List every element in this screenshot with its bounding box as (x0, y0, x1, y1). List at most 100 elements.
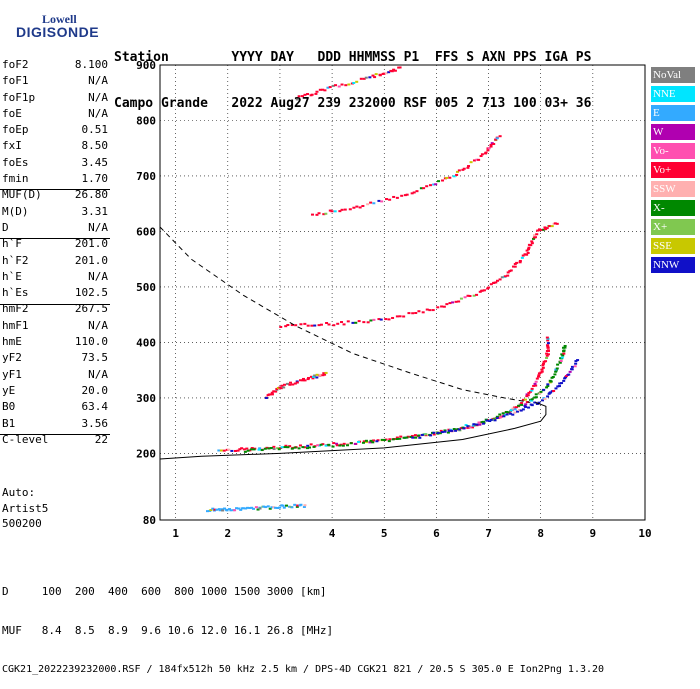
trace-mark (526, 394, 530, 397)
trace-mark (475, 293, 479, 296)
trace-mark (306, 378, 310, 381)
trace-mark (366, 321, 370, 324)
trace-mark (288, 505, 292, 508)
trace-mark (548, 225, 552, 228)
trace-mark (229, 509, 233, 512)
trace-mark (570, 365, 574, 368)
trace-mark (528, 390, 532, 393)
param-value: 0.51 (81, 123, 109, 137)
trace-mark (395, 436, 399, 439)
legend-item: W (651, 124, 695, 140)
param-row: hmE 110.0 (0, 335, 110, 351)
trace-mark (422, 187, 426, 190)
trace-mark (492, 281, 496, 284)
trace-mark (295, 381, 299, 384)
trace-mark (527, 391, 531, 394)
trace-mark (301, 377, 305, 380)
trace-mark (352, 81, 356, 84)
trace-mark (319, 443, 323, 446)
trace-mark (285, 504, 289, 507)
trace-mark (398, 66, 402, 69)
auto-line1: Auto: (2, 486, 36, 499)
trace-mark (346, 444, 350, 447)
trace-mark (559, 357, 563, 360)
trace-mark (535, 402, 539, 405)
trace-mark (466, 294, 470, 297)
trace-mark (321, 443, 325, 446)
param-row: h`F 201.0 (0, 237, 110, 253)
trace-mark (308, 446, 312, 449)
trace-mark (562, 349, 566, 352)
x-tick-label: 5 (381, 527, 388, 540)
trace-mark (240, 447, 244, 450)
param-value: 73.5 (81, 351, 109, 365)
trace-mark (519, 409, 523, 412)
trace-mark (244, 507, 248, 510)
trace-mark (548, 379, 552, 382)
trace-mark (477, 158, 481, 161)
trace-mark (250, 447, 254, 450)
trace-mark (335, 442, 339, 445)
trace-mark (296, 504, 300, 507)
trace-mark (559, 360, 563, 363)
trace-mark (342, 442, 346, 445)
trace-mark (545, 227, 549, 230)
trace-mark (546, 383, 550, 386)
logo-line2: DIGISONDE (16, 24, 100, 40)
trace-mark (270, 391, 274, 394)
x-tick-label: 2 (224, 527, 231, 540)
param-row: D N/A (0, 221, 110, 237)
trace-mark (498, 278, 502, 281)
trace-mark (399, 435, 403, 438)
legend-item: NNE (651, 86, 695, 102)
trace-mark (518, 261, 522, 264)
trace-mark (413, 434, 417, 437)
trace-mark (546, 337, 550, 340)
trace-mark (540, 399, 544, 402)
trace-mark (283, 383, 287, 386)
trace-mark (533, 396, 537, 399)
param-label: foEs (2, 155, 29, 169)
trace-mark (505, 413, 509, 416)
trace-mark (388, 438, 392, 441)
trace-mark (243, 450, 247, 453)
trace-mark (338, 210, 342, 213)
trace-mark (537, 374, 541, 377)
trace-mark (555, 367, 559, 370)
trace-mark (540, 228, 544, 231)
trace-mark (475, 158, 479, 161)
trace-mark (219, 449, 223, 452)
param-label: foE (2, 106, 22, 120)
trace-mark (330, 210, 334, 213)
trace-mark (285, 382, 289, 385)
parameter-panel: foF2 8.100 foF1 N/A foF1p N/A foE N/A foEp 0.51 fx… (0, 58, 110, 449)
trace-mark (564, 375, 568, 378)
param-label: MUF(D) (2, 188, 42, 202)
trace-mark (546, 349, 550, 352)
trace-mark (362, 77, 366, 80)
trace-mark (252, 448, 256, 451)
param-value: 22 (94, 432, 108, 446)
trace-mark (443, 429, 447, 432)
trace-mark (414, 436, 418, 439)
trace-mark (529, 244, 533, 247)
trace-mark (236, 507, 240, 510)
trace-mark (315, 373, 319, 376)
trace-mark (235, 507, 239, 510)
trace-mark (446, 431, 450, 434)
param-row: foF1 N/A (0, 74, 110, 90)
trace-mark (321, 88, 325, 91)
legend-item: NoVal (651, 67, 695, 83)
param-label: foF1p (2, 90, 36, 104)
param-row: M(D) 3.31 (0, 205, 110, 221)
trace-mark (317, 212, 321, 215)
trace-mark (316, 444, 320, 447)
trace-mark (513, 265, 517, 268)
trace-mark (324, 444, 328, 447)
trace-mark (542, 388, 546, 391)
trace-mark (494, 138, 498, 141)
trace-mark (524, 403, 528, 406)
param-value: 102.5 (74, 286, 108, 300)
trace-mark (554, 368, 558, 371)
trace-mark (215, 508, 219, 511)
